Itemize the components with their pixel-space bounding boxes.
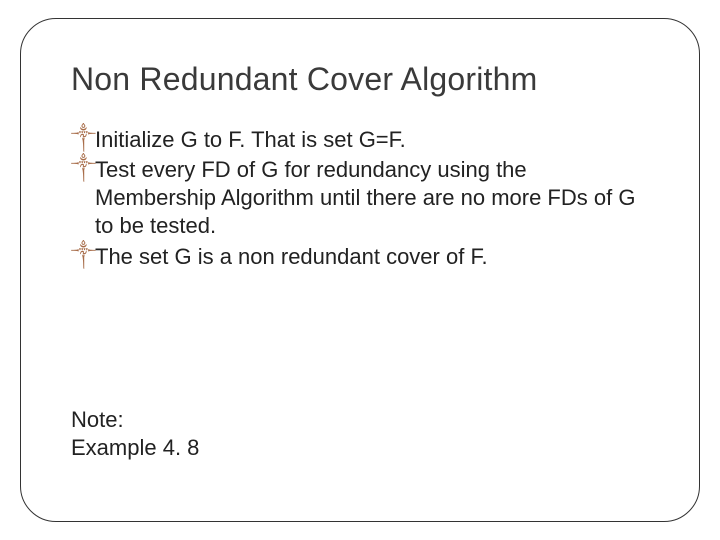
bullet-icon: ༒ — [71, 245, 96, 264]
bullet-text: Initialize G to F. That is set G=F. — [95, 127, 406, 152]
bullet-list: ༒ Initialize G to F. That is set G=F. ༒ … — [71, 126, 649, 271]
list-item: ༒ Initialize G to F. That is set G=F. — [71, 126, 649, 154]
note-line-2: Example 4. 8 — [71, 434, 199, 463]
slide-title: Non Redundant Cover Algorithm — [71, 61, 649, 98]
bullet-text: Test every FD of G for redundancy using … — [95, 157, 635, 238]
list-item: ༒ The set G is a non redundant cover of … — [71, 243, 649, 271]
slide: Non Redundant Cover Algorithm ༒ Initiali… — [0, 0, 720, 540]
bullet-icon: ༒ — [71, 128, 96, 147]
slide-frame: Non Redundant Cover Algorithm ༒ Initiali… — [20, 18, 700, 522]
bullet-text: The set G is a non redundant cover of F. — [95, 244, 488, 269]
bullet-icon: ༒ — [71, 158, 96, 177]
note-block: Note: Example 4. 8 — [71, 406, 199, 463]
note-line-1: Note: — [71, 406, 199, 435]
list-item: ༒ Test every FD of G for redundancy usin… — [71, 156, 649, 240]
